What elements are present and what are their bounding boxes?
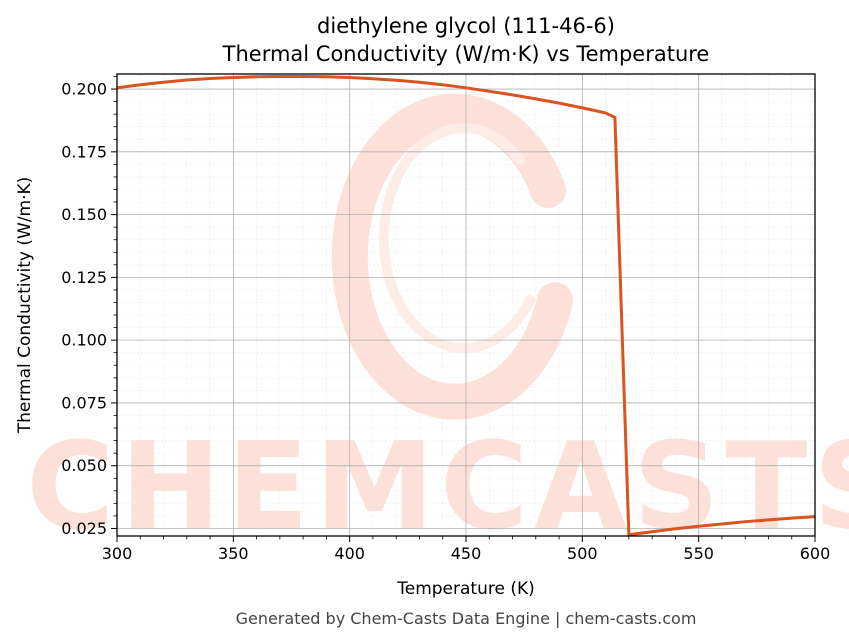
x-tick-label: 300 [102,544,133,563]
y-axis: 0.025 0.050 0.075 0.100 0.125 0.150 0.175 0.200 [61,76,117,538]
x-tick-label: 350 [218,544,249,563]
x-tick-label: 500 [567,544,598,563]
y-tick-label: 0.100 [61,331,107,350]
x-axis-label: Temperature (K) [396,579,535,599]
x-tick-label: 550 [683,544,714,563]
x-tick-label: 600 [800,544,831,563]
watermark: CHEMCASTS [26,93,849,557]
y-tick-label: 0.125 [61,268,107,287]
y-tick-label: 0.175 [61,142,107,161]
watermark-logo [331,93,573,420]
y-tick-label: 0.050 [61,456,107,475]
series-line [116,75,816,537]
chart-title: diethylene glycol (111-46-6) [317,14,615,38]
x-axis: 300 350 400 450 500 550 600 [102,536,831,563]
y-tick-label: 0.200 [61,80,107,99]
y-axis-label: Thermal Conductivity (W/m·K) [15,177,35,435]
series-layer [116,75,816,537]
y-tick-label: 0.150 [61,205,107,224]
footer-credit: Generated by Chem-Casts Data Engine | ch… [236,609,697,628]
x-tick-label: 400 [334,544,365,563]
y-tick-label: 0.075 [61,393,107,412]
major-grid [116,74,816,536]
y-tick-label: 0.025 [61,519,107,538]
chart-subtitle: Thermal Conductivity (W/m·K) vs Temperat… [222,42,710,66]
x-tick-label: 450 [451,544,482,563]
